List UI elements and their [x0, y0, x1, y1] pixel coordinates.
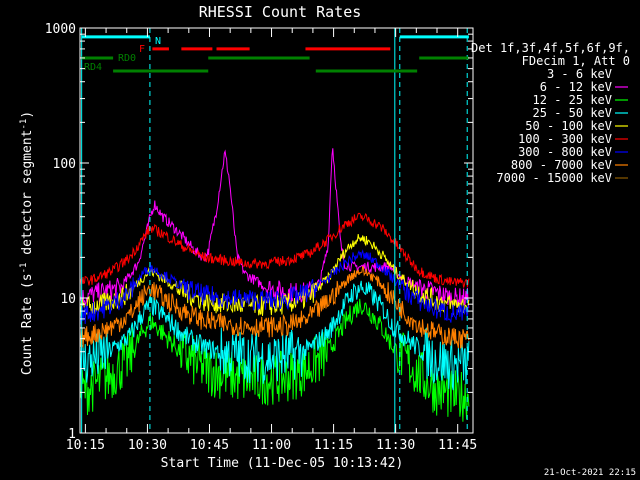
legend-label-3: 25 - 50 keV — [533, 106, 612, 120]
legend-label-5: 100 - 300 keV — [518, 132, 612, 146]
x-tick-label-0: 10:15 — [66, 438, 105, 453]
data-series-group — [79, 148, 470, 449]
x-axis-title: Start Time (11-Dec-05 10:13:42) — [161, 456, 404, 471]
x-tick-label-2: 10:45 — [190, 438, 229, 453]
timestamp: 21-Oct-2021 22:15 — [544, 468, 636, 478]
y-tick-label-2: 100 — [53, 157, 76, 172]
chart-title: RHESSI Count Rates — [199, 3, 362, 21]
plot-frame — [79, 27, 474, 434]
y-tick-label-3: 1000 — [45, 22, 76, 37]
x-axis-ticks: 10:15 10:30 10:45 11:00 11:15 11:30 11:45 — [66, 28, 477, 453]
y-axis-title-part2: detector segment — [20, 130, 35, 263]
series-line-6 — [79, 249, 470, 325]
x-tick-label-6: 11:45 — [438, 438, 477, 453]
y-axis-title-sup2: -1 — [19, 119, 29, 130]
legend: Det 1f,3f,4f,5f,6f,9f, FDecim 1, Att 0 3… — [471, 41, 630, 185]
state-bar-label-0: N — [155, 36, 161, 47]
legend-header-line1: Det 1f,3f,4f,5f,6f,9f, — [471, 41, 630, 55]
state-bar-label-2: RD0 — [118, 53, 136, 64]
legend-label-0: 3 - 6 keV — [547, 67, 612, 81]
legend-label-1: 6 - 12 keV — [540, 80, 612, 94]
y-axis-ticks: 1 10 100 1000 — [45, 22, 473, 442]
y-axis-title: Count Rate (s-1 detector segment-1) — [19, 111, 35, 375]
time-marker-lines — [81, 28, 468, 433]
series-line-3 — [79, 280, 470, 391]
x-tick-label-4: 11:15 — [314, 438, 353, 453]
series-line-7 — [79, 265, 470, 349]
series-line-0 — [79, 184, 470, 449]
legend-label-4: 50 - 100 keV — [525, 119, 612, 133]
state-bar-label-1: F — [139, 44, 145, 55]
legend-header-line2: FDecim 1, Att 0 — [522, 54, 630, 68]
legend-label-8: 7000 - 15000 keV — [496, 171, 612, 185]
y-axis-title-sup1: -1 — [19, 263, 29, 274]
state-bar-label-3: RD4 — [84, 62, 102, 73]
legend-label-7: 800 - 7000 keV — [511, 158, 612, 172]
series-line-4 — [79, 234, 470, 318]
series-line-5 — [79, 212, 470, 288]
plot-frame-rect — [79, 27, 474, 434]
y-tick-label-1: 10 — [60, 292, 76, 307]
svg-text:Count Rate (s-1 detector segme: Count Rate (s-1 detector segment-1) — [19, 111, 35, 375]
y-axis-title-part3: ) — [20, 111, 35, 119]
legend-label-2: 12 - 25 keV — [533, 93, 612, 107]
x-tick-label-1: 10:30 — [128, 438, 167, 453]
legend-label-6: 300 - 800 keV — [518, 145, 612, 159]
y-tick-label-0: 1 — [68, 427, 76, 442]
y-axis-title-part1: Count Rate (s — [20, 273, 35, 375]
x-tick-label-5: 11:30 — [376, 438, 415, 453]
x-tick-label-3: 11:00 — [252, 438, 291, 453]
